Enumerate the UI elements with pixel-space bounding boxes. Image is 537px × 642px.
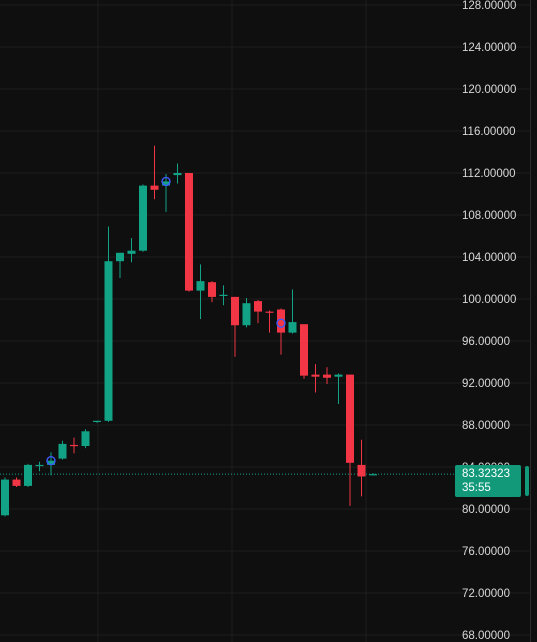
candle[interactable] <box>35 461 44 472</box>
y-tick-label: 124.00000 <box>462 42 516 54</box>
candle[interactable] <box>58 440 67 460</box>
candle-body <box>1 479 9 516</box>
candle-body <box>185 173 193 291</box>
bar-countdown: 35:55 <box>462 482 491 494</box>
y-tick-label: 128.00000 <box>462 0 516 12</box>
candle[interactable] <box>254 300 262 324</box>
event-marker-icon[interactable] <box>46 456 56 466</box>
candle[interactable] <box>288 289 297 334</box>
event-marker-icon[interactable] <box>161 176 171 187</box>
y-tick-label: 76.00000 <box>462 546 510 558</box>
candle-body <box>254 301 262 312</box>
candle[interactable] <box>357 439 366 497</box>
candle[interactable] <box>265 310 274 333</box>
y-tick-label: 120.00000 <box>462 84 516 96</box>
candle-body <box>346 374 354 463</box>
y-tick-label: 68.00000 <box>462 630 510 642</box>
candle-body <box>24 464 32 486</box>
candle-body <box>93 420 101 422</box>
candle-body <box>357 464 366 477</box>
candle-body <box>70 444 78 447</box>
candle-body <box>231 296 239 326</box>
candle[interactable] <box>311 364 320 393</box>
candle[interactable] <box>139 184 147 252</box>
candle[interactable] <box>173 163 182 184</box>
candle-body <box>311 374 320 377</box>
current-price-badge: 83.32323 35:55 <box>455 465 521 497</box>
candle[interactable] <box>277 308 285 355</box>
candle[interactable] <box>300 324 308 379</box>
candle[interactable] <box>12 477 21 487</box>
y-tick-label: 92.00000 <box>462 378 510 390</box>
candle-body <box>323 374 331 378</box>
y-tick-label: 108.00000 <box>462 210 516 222</box>
candle[interactable] <box>162 174 170 212</box>
candle[interactable] <box>323 367 331 385</box>
candle[interactable] <box>93 420 101 423</box>
candle-body <box>300 324 308 376</box>
candle[interactable] <box>334 373 343 404</box>
candle-body <box>173 173 182 176</box>
candle-body <box>334 374 343 377</box>
current-price-value: 83.32323 <box>462 468 510 480</box>
candle-body <box>265 311 274 313</box>
candle-body <box>196 281 205 291</box>
candle-body <box>242 303 251 326</box>
candle[interactable] <box>127 238 136 263</box>
y-tick-label: 80.00000 <box>462 504 510 516</box>
y-tick-label: 88.00000 <box>462 420 510 432</box>
candle-body <box>208 282 216 297</box>
candle-body <box>288 322 297 333</box>
candle[interactable] <box>24 463 32 487</box>
candle[interactable] <box>242 297 251 328</box>
price-scale-handle[interactable] <box>525 466 529 496</box>
y-tick-label: 100.00000 <box>462 294 516 306</box>
candle-body <box>104 261 113 421</box>
y-tick-label: 116.00000 <box>462 126 516 138</box>
candle[interactable] <box>185 173 193 292</box>
candle[interactable] <box>104 226 113 422</box>
candle-body <box>369 474 377 476</box>
candle[interactable] <box>196 264 205 319</box>
candle[interactable] <box>369 473 377 476</box>
candle-body <box>162 181 170 186</box>
candle-body <box>116 252 124 262</box>
candle[interactable] <box>346 374 354 506</box>
candle[interactable] <box>208 281 216 303</box>
candle-body <box>58 443 67 459</box>
candle-body <box>150 185 159 190</box>
candle-body <box>81 431 90 446</box>
candle-body <box>219 294 228 296</box>
candle-body <box>127 250 136 254</box>
candle[interactable] <box>70 437 78 454</box>
candle-body <box>35 464 44 467</box>
candle[interactable] <box>81 429 90 449</box>
candle[interactable] <box>1 477 9 517</box>
y-tick-label: 104.00000 <box>462 252 516 264</box>
candle-body <box>12 479 21 486</box>
candle[interactable] <box>231 296 239 357</box>
candle[interactable] <box>219 285 228 306</box>
candle-body <box>139 185 147 251</box>
candle[interactable] <box>150 145 159 200</box>
y-tick-label: 112.00000 <box>462 168 516 180</box>
candle-body <box>277 309 285 333</box>
y-tick-label: 96.00000 <box>462 336 510 348</box>
event-marker-icon[interactable] <box>276 318 286 328</box>
candle-body <box>47 460 55 465</box>
y-tick-label: 72.00000 <box>462 588 510 600</box>
candle[interactable] <box>116 252 124 278</box>
